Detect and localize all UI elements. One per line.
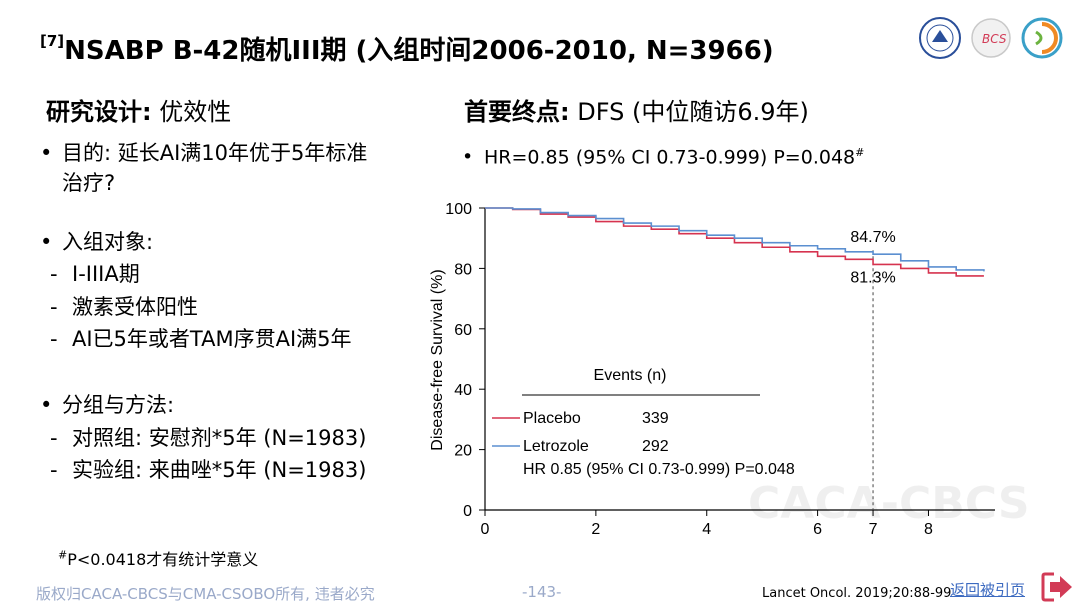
legend-label: Placebo [523, 410, 581, 427]
annotation-letrozole: 84.7% [850, 229, 895, 246]
y-tick-label: 60 [454, 322, 472, 339]
grouping-item: - 对照组: 安慰剂*5年 (N=1983) [50, 426, 367, 450]
population-title: 入组对象: [62, 230, 154, 254]
x-tick-label: 0 [481, 521, 490, 538]
y-tick-label: 20 [454, 443, 472, 460]
university-seal-logo [919, 17, 961, 59]
population-item: - 激素受体阳性 [50, 295, 198, 319]
x-tick-label: 8 [924, 521, 933, 538]
svg-text:BCS: BCS [982, 32, 1007, 46]
x-tick-label: 2 [591, 521, 600, 538]
hr-text: HR=0.85 (95% CI 0.73-0.999) P=0.048 [484, 146, 856, 169]
title-reference: [7] [40, 32, 65, 50]
series-line-placebo [485, 207, 984, 277]
purpose-line2: 治疗? [62, 171, 116, 195]
purpose-line1: 目的: 延长AI满10年优于5年标准 [62, 141, 368, 165]
dfs-chart: 0 20 40 60 80 100 0 2 4 6 7 8 Disease-free Survival … [429, 201, 995, 538]
grouping-title: 分组与方法: [62, 393, 175, 417]
x-tick-label: 4 [702, 521, 711, 538]
society-logo [1021, 17, 1063, 59]
design-label: 研究设计: [46, 98, 152, 126]
annotation-placebo: 81.3% [850, 269, 895, 286]
copyright: 版权归CACA-CBCS与CMA-CSOBO所有, 违者必究 [36, 585, 375, 603]
hr-sup: # [855, 146, 865, 159]
bullet-dot: • [40, 141, 53, 165]
footnote-sup: # [58, 548, 68, 562]
footnote: #P<0.0418才有统计学意义 [58, 546, 258, 570]
endpoint-label: 首要终点: [464, 98, 570, 126]
endpoint-value: DFS (中位随访6.9年) [569, 98, 809, 126]
legend-label: Letrozole [523, 438, 589, 455]
legend-events: 292 [642, 438, 669, 455]
y-tick-label: 40 [454, 382, 472, 399]
population-item: - I-IIIA期 [50, 262, 140, 286]
design-value: 优效性 [151, 98, 232, 126]
page-number: -143- [522, 583, 562, 601]
footnote-text: P<0.0418才有统计学意义 [67, 550, 259, 569]
x-tick-label: 6 [813, 521, 822, 538]
bullet-dot: • [40, 230, 53, 254]
population-item: - AI已5年或者TAM序贯AI满5年 [50, 327, 352, 351]
population-bullet: • 入组对象: [40, 227, 153, 257]
design-heading: 研究设计: 优效性 [46, 92, 231, 127]
title-text: NSABP B-42随机III期 (入组时间2006-2010, N=3966) [64, 36, 774, 66]
endpoint-heading: 首要终点: DFS (中位随访6.9年) [464, 92, 809, 127]
grouping-bullet: • 分组与方法: [40, 390, 174, 420]
legend-title: Events (n) [594, 367, 667, 384]
series-line-letrozole [485, 207, 985, 272]
citation: Lancet Oncol. 2019;20:88-99 [762, 586, 952, 601]
y-tick-label: 0 [463, 503, 472, 520]
logos: BCS [919, 17, 1063, 59]
y-axis-label: Disease-free Survival (%) [429, 269, 446, 450]
y-tick-label: 100 [445, 201, 472, 218]
bullet-dot: • [462, 146, 474, 169]
grouping-item: - 实验组: 来曲唑*5年 (N=1983) [50, 458, 367, 482]
purpose-bullet: • 目的: 延长AI满10年优于5年标准 治疗? [40, 138, 367, 198]
exit-arrow-icon[interactable] [1040, 571, 1074, 603]
back-link[interactable]: 返回被引页 [950, 581, 1026, 599]
bullet-dot: • [40, 393, 53, 417]
slide-title: [7]NSABP B-42随机III期 (入组时间2006-2010, N=39… [40, 30, 774, 67]
y-tick-label: 80 [454, 261, 472, 278]
hr-bullet: • HR=0.85 (95% CI 0.73-0.999) P=0.048# [462, 138, 864, 172]
watermark: CACA-CBCS [748, 478, 1030, 529]
legend-hr-text: HR 0.85 (95% CI 0.73-0.999) P=0.048 [523, 461, 795, 478]
bcs-logo: BCS [971, 18, 1011, 58]
x-tick-label: 7 [869, 521, 878, 538]
legend-events: 339 [642, 410, 669, 427]
